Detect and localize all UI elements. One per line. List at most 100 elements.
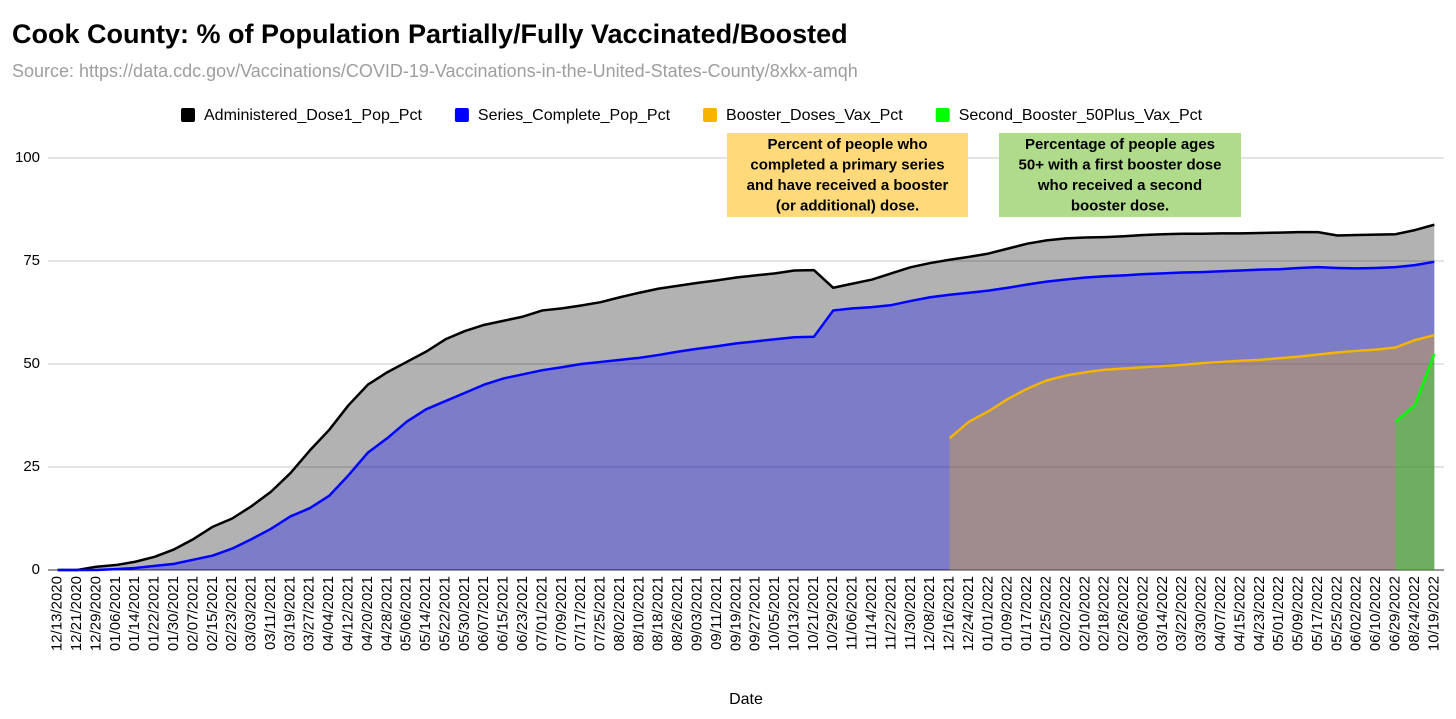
x-tick-label: 03/06/2022 <box>1134 576 1151 651</box>
x-tick-label: 11/06/2021 <box>844 576 861 650</box>
x-axis-label: Date <box>729 691 763 708</box>
annotation-text: Percentage of people ages <box>1025 136 1215 153</box>
legend-label: Series_Complete_Pop_Pct <box>478 107 671 124</box>
legend-label: Administered_Dose1_Pop_Pct <box>204 107 422 124</box>
x-tick-label: 06/15/2021 <box>495 576 512 651</box>
x-tick-label: 03/30/2022 <box>1193 576 1210 651</box>
x-tick-label: 03/03/2021 <box>243 576 260 651</box>
x-tick-label: 01/30/2021 <box>165 576 182 651</box>
x-tick-label: 05/30/2021 <box>456 576 473 651</box>
x-tick-label: 05/25/2022 <box>1328 576 1345 651</box>
x-tick-label: 10/19/2022 <box>1425 576 1442 651</box>
annotation-text: (or additional) dose. <box>776 197 919 214</box>
x-tick-label: 04/23/2022 <box>1251 576 1268 651</box>
x-tick-label: 03/19/2021 <box>281 576 298 651</box>
annotation-text: 50+ with a first booster dose <box>1019 156 1222 173</box>
x-tick-label: 01/06/2021 <box>107 576 124 651</box>
legend-swatch <box>935 108 950 122</box>
x-tick-label: 08/24/2022 <box>1406 576 1423 651</box>
x-tick-label: 07/09/2021 <box>553 576 570 651</box>
chart-subtitle: Source: https://data.cdc.gov/Vaccination… <box>12 61 858 81</box>
x-tick-label: 06/02/2022 <box>1348 576 1365 651</box>
x-tick-label: 09/11/2021 <box>708 576 725 650</box>
x-tick-label: 11/30/2021 <box>902 576 919 650</box>
series-line <box>1394 353 1436 423</box>
x-tick-label: 02/15/2021 <box>204 576 221 651</box>
series-line <box>57 260 1435 572</box>
x-tick-label: 08/10/2021 <box>630 576 647 651</box>
legend-label: Second_Booster_50Plus_Vax_Pct <box>959 107 1203 124</box>
x-tick-label: 04/12/2021 <box>339 576 356 651</box>
annotation-box <box>727 133 968 217</box>
area-fill <box>1395 353 1435 570</box>
x-tick-label: 10/05/2021 <box>766 576 783 651</box>
x-tick-label: 09/19/2021 <box>727 576 744 651</box>
x-tick-label: 12/21/2020 <box>68 576 85 651</box>
x-tick-label: 11/22/2021 <box>882 576 899 650</box>
x-tick-label: 01/01/2022 <box>979 576 996 651</box>
area-fill <box>949 335 1435 570</box>
x-tick-label: 06/23/2021 <box>514 576 531 651</box>
x-tick-label: 04/15/2022 <box>1231 576 1248 651</box>
x-tick-label: 07/25/2021 <box>592 576 609 651</box>
y-tick-label: 25 <box>23 458 40 475</box>
x-tick-label: 05/17/2022 <box>1309 576 1326 651</box>
x-tick-label: 08/18/2021 <box>650 576 667 651</box>
x-tick-label: 12/08/2021 <box>921 576 938 651</box>
series-line <box>57 223 1435 572</box>
x-tick-label: 02/26/2022 <box>1115 576 1132 651</box>
annotation-text: completed a primary series <box>750 156 944 173</box>
x-tick-label: 03/22/2022 <box>1173 576 1190 651</box>
x-tick-label: 11/14/2021 <box>863 576 880 650</box>
legend-swatch <box>454 108 469 122</box>
x-tick-label: 01/09/2022 <box>999 576 1016 651</box>
x-tick-label: 03/27/2021 <box>301 576 318 651</box>
x-tick-label: 10/21/2021 <box>805 576 822 651</box>
annotation-text: booster dose. <box>1071 197 1169 214</box>
x-tick-label: 01/22/2021 <box>146 576 163 651</box>
legend-label: Booster_Doses_Vax_Pct <box>726 107 903 124</box>
x-tick-label: 03/14/2022 <box>1154 576 1171 651</box>
x-tick-label: 05/09/2022 <box>1290 576 1307 651</box>
x-tick-label: 02/18/2022 <box>1096 576 1113 651</box>
x-tick-label: 03/11/2021 <box>262 576 279 650</box>
y-tick-label: 0 <box>32 561 40 578</box>
x-tick-label: 01/17/2022 <box>1018 576 1035 651</box>
area-fill <box>57 261 1435 570</box>
x-tick-label: 06/10/2022 <box>1367 576 1384 651</box>
x-tick-label: 02/02/2022 <box>1057 576 1074 651</box>
x-tick-label: 05/22/2021 <box>436 576 453 651</box>
chart-title: Cook County: % of Population Partially/F… <box>12 19 848 49</box>
x-tick-label: 01/14/2021 <box>126 576 143 651</box>
annotation-text: and have received a booster <box>747 177 949 194</box>
x-tick-label: 04/20/2021 <box>359 576 376 651</box>
x-tick-label: 05/01/2022 <box>1270 576 1287 651</box>
x-tick-label: 04/04/2021 <box>320 576 337 651</box>
x-tick-label: 12/29/2020 <box>87 576 104 651</box>
x-tick-label: 12/24/2021 <box>960 576 977 651</box>
x-tick-label: 07/17/2021 <box>572 576 589 651</box>
x-tick-label: 06/07/2021 <box>475 576 492 651</box>
x-tick-label: 05/14/2021 <box>417 576 434 651</box>
x-tick-label: 09/27/2021 <box>747 576 764 651</box>
y-tick-label: 100 <box>15 149 40 166</box>
x-tick-label: 10/29/2021 <box>824 576 841 651</box>
y-tick-label: 75 <box>23 252 40 269</box>
x-tick-label: 02/10/2022 <box>1076 576 1093 651</box>
legend-swatch <box>181 108 195 122</box>
series-line <box>948 333 1435 440</box>
x-tick-label: 08/26/2021 <box>669 576 686 651</box>
annotation-text: who received a second <box>1037 177 1202 194</box>
x-tick-label: 02/23/2021 <box>223 576 240 651</box>
x-tick-label: 04/07/2022 <box>1212 576 1229 651</box>
x-tick-label: 05/06/2021 <box>398 576 415 651</box>
x-tick-label: 08/02/2021 <box>611 576 628 651</box>
annotation-box <box>999 133 1241 217</box>
x-tick-label: 01/25/2022 <box>1037 576 1054 651</box>
x-tick-label: 07/01/2021 <box>533 576 550 651</box>
area-fill <box>57 224 1435 570</box>
x-tick-label: 02/07/2021 <box>184 576 201 651</box>
legend-swatch <box>703 108 718 122</box>
x-tick-label: 12/13/2020 <box>49 576 66 651</box>
